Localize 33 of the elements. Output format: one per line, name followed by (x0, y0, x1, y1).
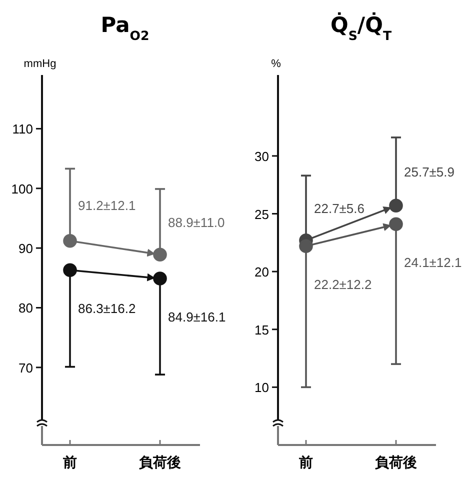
data-label: 25.7±5.9 (404, 164, 455, 180)
y-tick-label: 110 (12, 122, 33, 137)
y-tick-label: 70 (18, 360, 33, 376)
y-axis-title: % (271, 58, 282, 70)
point (299, 239, 313, 254)
data-label: 22.2±12.2 (314, 277, 372, 292)
y-tick-label: 80 (18, 300, 33, 316)
y-tick-label: 90 (18, 241, 33, 256)
point (153, 272, 167, 286)
x-tick-label: 負荷後 (375, 455, 417, 471)
point (63, 263, 77, 278)
x-tick-label: 負荷後 (139, 455, 181, 471)
point (389, 198, 403, 213)
chart-title: Pa$_{O2}$ (100, 13, 150, 42)
point (153, 248, 167, 262)
data-label: 84.9±16.1 (168, 310, 226, 324)
y-tick-label: 10 (254, 380, 269, 396)
x-tick-label: 前 (298, 455, 313, 471)
data-label: 91.2±12.1 (78, 198, 136, 213)
point (63, 234, 77, 248)
data-label: 22.7±5.6 (314, 200, 365, 216)
y-tick-label: 100 (11, 181, 33, 196)
y-tick-label: 20 (254, 264, 269, 280)
data-label: 24.1±12.1 (404, 255, 462, 270)
point (389, 217, 403, 232)
x-tick-label: 前 (62, 455, 77, 471)
y-tick-label: 25 (254, 206, 269, 222)
y-axis-title: mmHg (24, 58, 56, 70)
y-tick-label: 15 (254, 322, 269, 338)
data-label: 88.9±11.0 (168, 214, 225, 230)
data-label: 86.3±16.2 (78, 301, 136, 316)
chart-title: Q̇$_{S}$/Q̇$_{T}$ (330, 12, 392, 42)
y-tick-label: 30 (254, 148, 269, 164)
